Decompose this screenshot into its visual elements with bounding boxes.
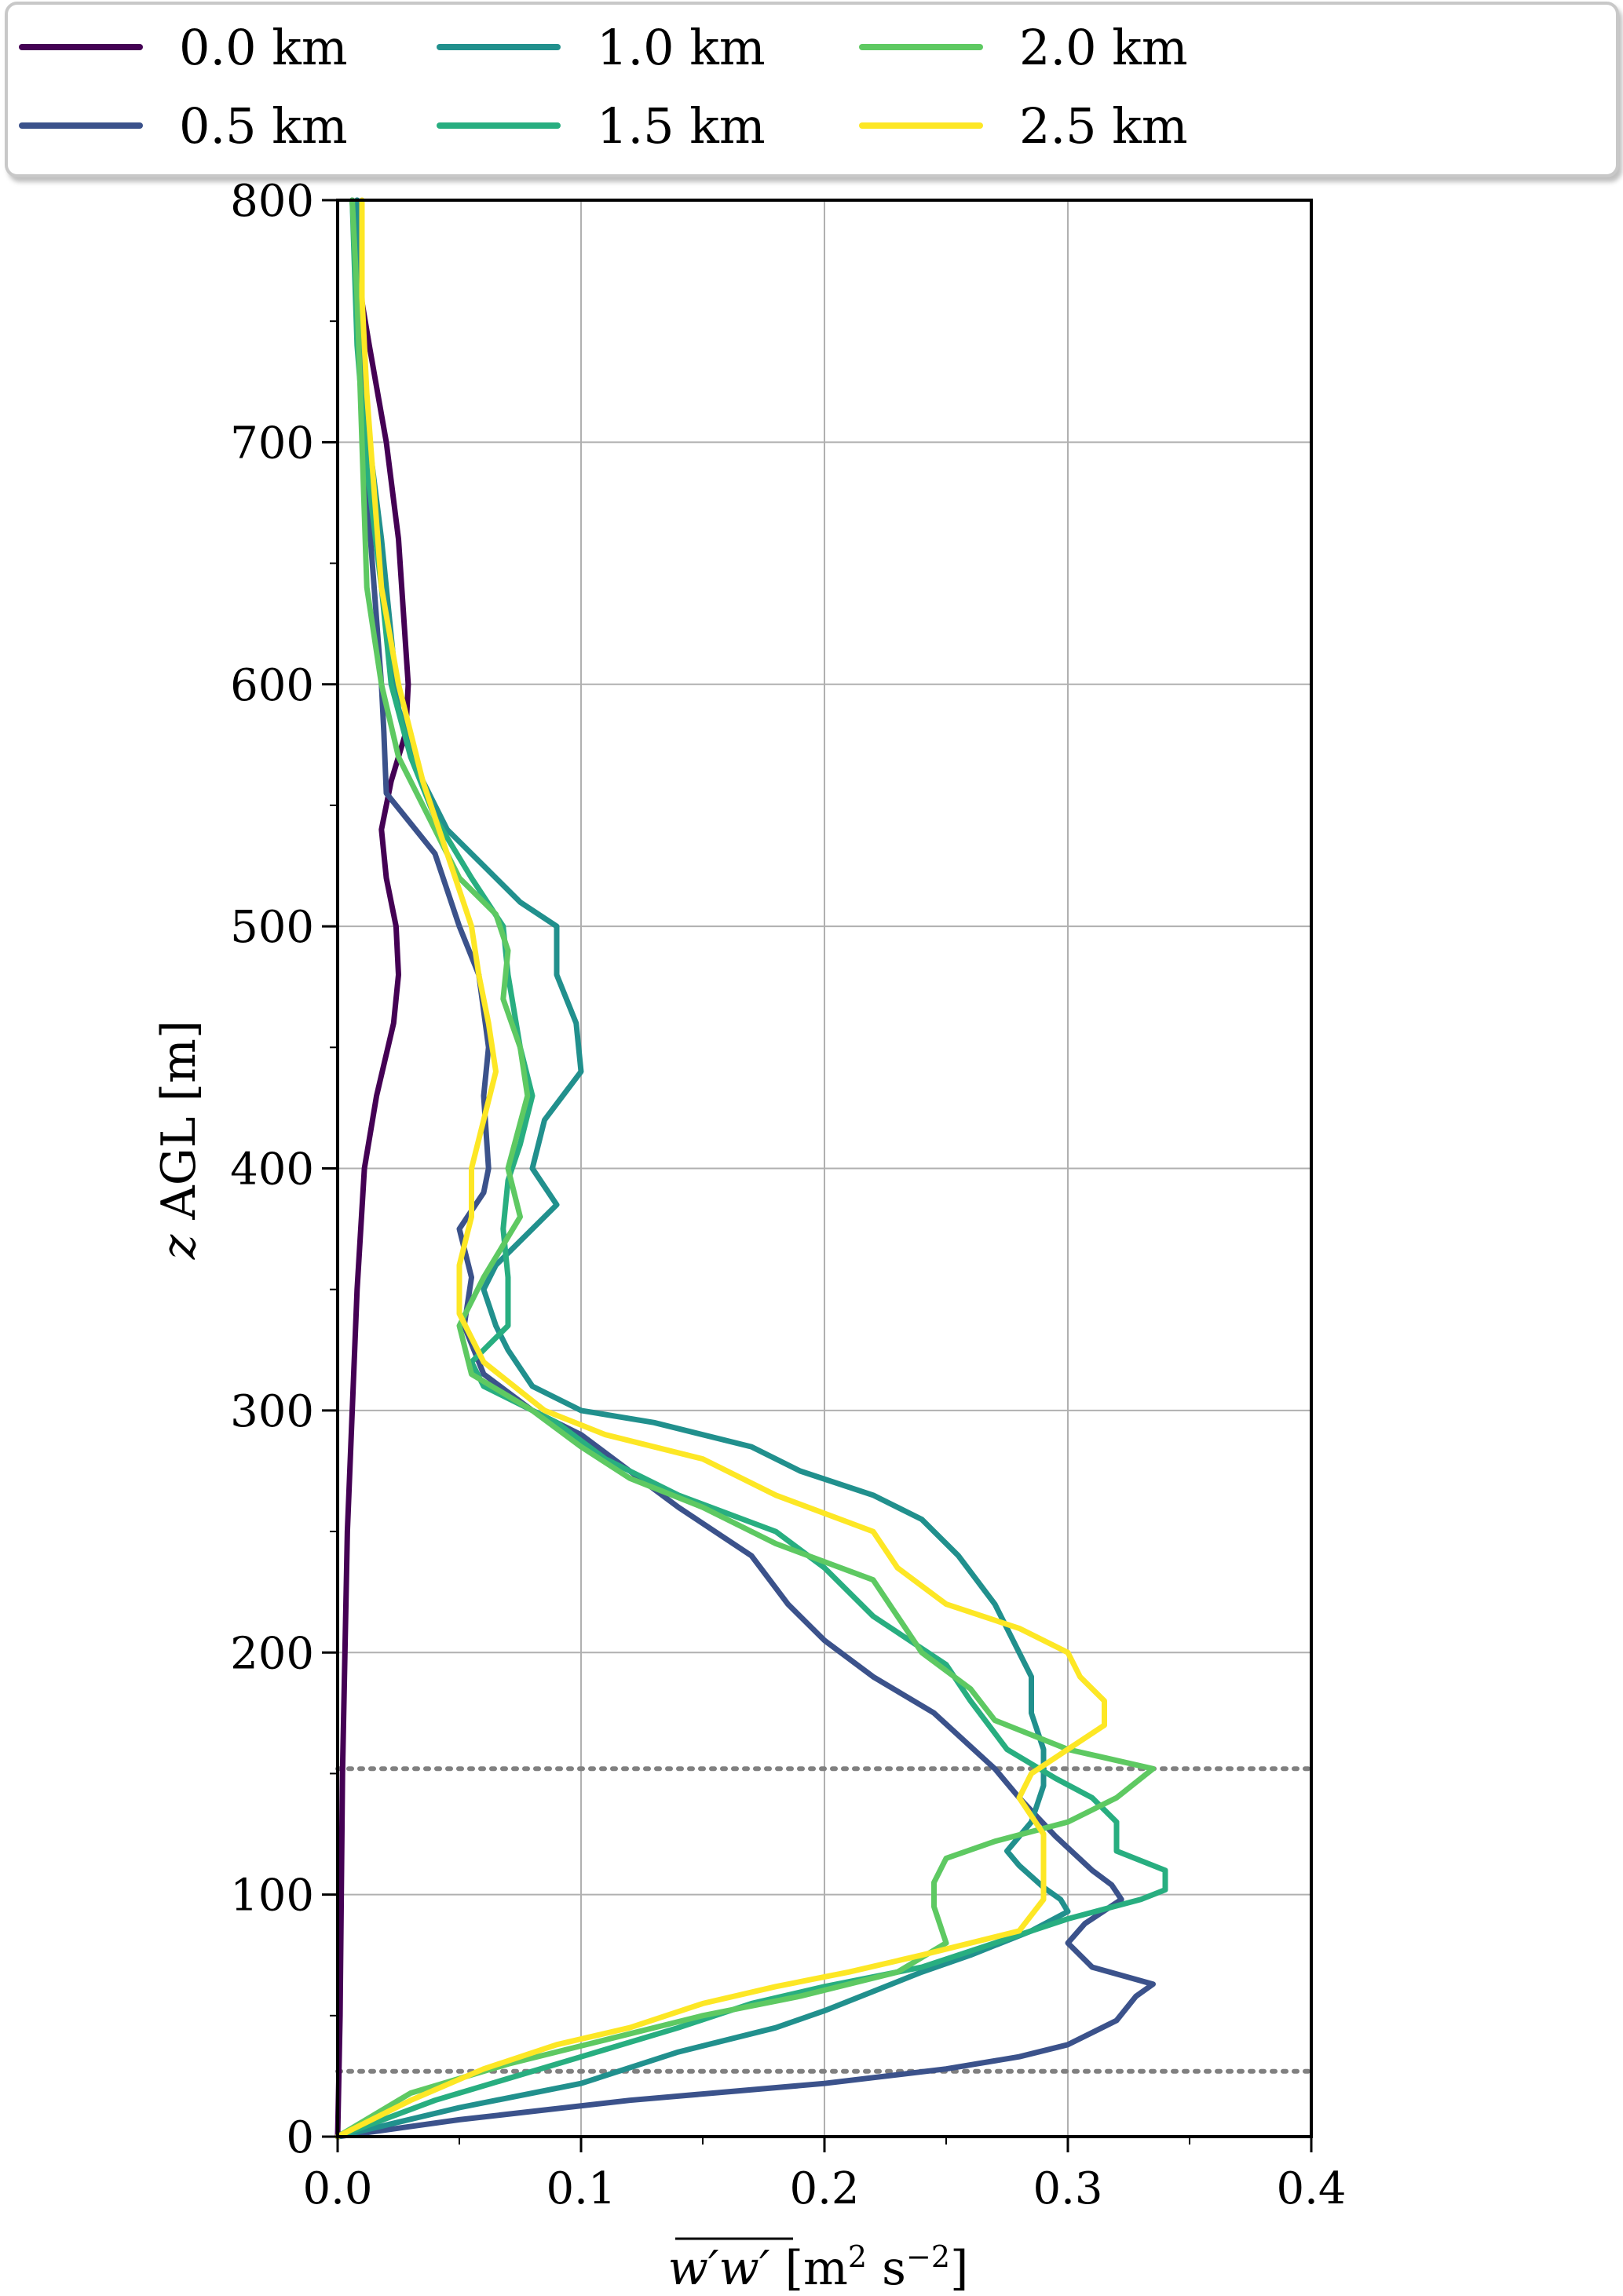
series-line-1-5-km bbox=[334, 197, 1168, 2140]
legend-label: 2.0 km bbox=[1019, 19, 1188, 76]
y-tick-label: 100 bbox=[230, 1871, 314, 1922]
legend-item: 0.0 km bbox=[19, 19, 348, 76]
legend-label: 2.5 km bbox=[1019, 97, 1188, 155]
x-axis-label-close: ] bbox=[950, 2241, 968, 2296]
y-tick-label: 700 bbox=[230, 418, 314, 469]
legend-label: 1.5 km bbox=[597, 97, 766, 155]
y-tick-label: 0 bbox=[286, 2112, 314, 2163]
x-axis-label: w′w′ [m2 s−2] bbox=[668, 2237, 969, 2296]
x-tick-label: 0.4 bbox=[1276, 2163, 1346, 2214]
legend-item: 2.0 km bbox=[859, 19, 1188, 76]
y-axis-ticks: 0 100 200 300 400 500 600 700 800 bbox=[230, 176, 338, 2163]
grid bbox=[337, 199, 1312, 2137]
y-tick-label: 400 bbox=[230, 1144, 314, 1195]
y-axis-label-var: z bbox=[152, 1234, 207, 1260]
x-axis-label-text: w′w′ [m2 s−2] bbox=[668, 2239, 969, 2296]
series-lines bbox=[334, 197, 1168, 2140]
y-tick-label: 200 bbox=[230, 1628, 314, 1679]
legend-item: 0.5 km bbox=[19, 97, 348, 155]
x-tick-label: 0.3 bbox=[1033, 2163, 1102, 2214]
legend-entries: 0.0 km 0.5 km 1.0 km 1.5 km 2.0 km 2.5 km bbox=[19, 19, 1188, 155]
x-tick-label: 0.1 bbox=[546, 2163, 616, 2214]
y-tick-label: 800 bbox=[230, 176, 314, 227]
y-tick-label: 600 bbox=[230, 660, 314, 711]
legend-label: 0.0 km bbox=[179, 19, 348, 76]
series-line-2-0-km bbox=[334, 197, 1156, 2140]
legend-label: 0.5 km bbox=[179, 97, 348, 155]
x-axis-label-unit2: s bbox=[867, 2241, 906, 2296]
x-axis-ticks: 0.0 0.1 0.2 0.3 0.4 bbox=[302, 2137, 1347, 2214]
x-tick-label: 0.0 bbox=[302, 2163, 372, 2214]
x-axis-label-var: w′w′ bbox=[668, 2241, 770, 2296]
legend-item: 1.5 km bbox=[437, 97, 766, 155]
y-axis-label: z AGL [m] bbox=[152, 1020, 207, 1261]
legend-label: 1.0 km bbox=[597, 19, 766, 76]
y-tick-label: 300 bbox=[230, 1386, 314, 1437]
legend-box bbox=[5, 2, 1619, 177]
x-tick-label: 0.2 bbox=[789, 2163, 859, 2214]
y-tick-label: 500 bbox=[230, 902, 314, 953]
legend: 0.0 km 0.5 km 1.0 km 1.5 km 2.0 km 2.5 km bbox=[5, 2, 1619, 177]
x-axis-label-exp2: −2 bbox=[906, 2239, 950, 2274]
series-line-2-5-km bbox=[334, 197, 1107, 2140]
legend-item: 1.0 km bbox=[437, 19, 766, 76]
x-axis-label-exp1: 2 bbox=[848, 2239, 867, 2274]
series-line-0-5-km bbox=[334, 197, 1156, 2140]
legend-item: 2.5 km bbox=[859, 97, 1188, 155]
series-line-0-0-km bbox=[334, 197, 411, 2140]
x-axis-label-unit: [m bbox=[785, 2241, 848, 2296]
y-axis-label-rest: AGL [m] bbox=[152, 1020, 207, 1221]
